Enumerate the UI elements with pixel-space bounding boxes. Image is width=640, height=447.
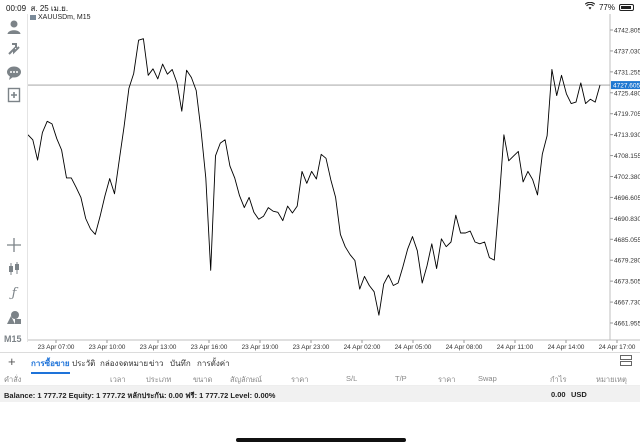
crosshair-icon[interactable] [4, 236, 24, 254]
col-time: เวลา [110, 375, 126, 384]
y-tick-label: 4742.805 [614, 28, 640, 35]
chart-svg[interactable]: 4742.805 4737.030 4731.255 4725.480 4719.705… [27, 14, 640, 356]
price-chart[interactable]: XAUUSDm, M15 4742.805 4737.030 4731.255 472… [27, 14, 640, 356]
x-tick-label: 24 Apr 02:00 [344, 344, 381, 351]
y-tick-label: 4679.280 [614, 258, 640, 265]
indicators-icon[interactable]: ƒ [11, 285, 17, 301]
status-bar: 00:09 ส. 25 เม.ย. 77% [0, 0, 640, 14]
timeframe-selector[interactable]: M15 [4, 334, 22, 344]
col-size: ขนาด [193, 375, 213, 384]
y-tick-label: 4725.480 [614, 90, 640, 97]
bottom-tabs: + การซื้อขาย ประวัติ กล่องจดหมาย ข่าว บั… [0, 352, 640, 374]
current-price-label: 4727.605 [613, 83, 640, 90]
x-tick-label: 23 Apr 10:00 [89, 344, 126, 351]
x-tick-label: 24 Apr 05:00 [395, 344, 432, 351]
y-tick-label: 4713.930 [614, 132, 640, 139]
y-tick-label: 4685.055 [614, 237, 640, 244]
x-tick-label: 23 Apr 13:00 [140, 344, 177, 351]
x-tick-label: 23 Apr 23:00 [293, 344, 330, 351]
current-price-tag [611, 81, 640, 90]
balance-row: Balance: 1 777.72 Equity: 1 777.72 หลักป… [0, 386, 640, 402]
x-tick-label: 24 Apr 17:00 [599, 344, 636, 351]
y-tick-label: 4731.255 [614, 69, 640, 76]
y-tick-label: 4661.955 [614, 321, 640, 328]
home-indicator [236, 438, 406, 442]
tab-journal[interactable]: บันทึก [170, 359, 191, 368]
candlestick-icon[interactable] [4, 260, 24, 278]
x-tick-label: 23 Apr 19:00 [242, 344, 279, 351]
add-icon[interactable]: + [8, 354, 16, 369]
layout-icon[interactable] [620, 355, 632, 369]
col-tp: T/P [395, 374, 407, 383]
tab-trade[interactable]: การซื้อขาย [31, 359, 70, 374]
col-profit: กำไร [550, 375, 567, 384]
price-line-series [27, 38, 601, 316]
x-tick-label: 23 Apr 07:00 [38, 344, 75, 351]
balance-text: Balance: 1 777.72 Equity: 1 777.72 หลักป… [4, 391, 276, 400]
x-tick-label: 24 Apr 11:00 [497, 344, 534, 351]
y-tick-label: 4673.505 [614, 279, 640, 286]
y-tick-label: 4708.155 [614, 153, 640, 160]
chat-icon[interactable] [4, 64, 24, 82]
symbol-label: XAUUSDm, M15 [30, 14, 91, 21]
y-tick-label: 4690.830 [614, 216, 640, 223]
tab-news[interactable]: ข่าว [149, 359, 164, 368]
left-toolbar: ƒ M15 [0, 14, 28, 344]
y-tick-label: 4719.705 [614, 111, 640, 118]
currency: USD [571, 390, 587, 399]
x-tick-label: 24 Apr 08:00 [446, 344, 483, 351]
y-tick-label: 4702.380 [614, 174, 640, 181]
account-icon[interactable] [4, 18, 24, 36]
col-price: ราคา [291, 375, 309, 384]
battery-icon [619, 3, 634, 11]
total-profit: 0.00 [551, 390, 566, 399]
x-tick-label: 23 Apr 16:00 [191, 344, 228, 351]
status-right: 77% [584, 1, 634, 12]
col-type: ประเภท [146, 375, 172, 384]
tab-history[interactable]: ประวัติ [72, 359, 96, 368]
objects-icon[interactable] [4, 308, 24, 326]
y-tick-label: 4696.605 [614, 195, 640, 202]
tab-mailbox[interactable]: กล่องจดหมาย [100, 359, 149, 368]
trade-arrows-icon[interactable] [4, 40, 24, 58]
orders-table-header: คำสั่ง เวลา ประเภท ขนาด สัญลักษณ์ ราคา S… [0, 370, 640, 386]
col-comment: หมายเหตุ [596, 375, 627, 384]
wifi-icon [584, 1, 596, 12]
y-tick-label: 4667.730 [614, 300, 640, 307]
col-order: คำสั่ง [4, 375, 22, 384]
symbol-flag-icon [30, 15, 36, 20]
battery-percent: 77% [598, 2, 615, 12]
x-tick-label: 24 Apr 14:00 [548, 344, 585, 351]
status-time-date: 00:09 ส. 25 เม.ย. [6, 4, 69, 13]
new-order-icon[interactable] [4, 86, 24, 104]
col-swap: Swap [478, 374, 497, 383]
col-price-current: ราคา [438, 375, 456, 384]
tab-settings[interactable]: การตั้งค่า [197, 359, 230, 368]
y-tick-label: 4737.030 [614, 48, 640, 55]
col-sl: S/L [346, 374, 358, 383]
col-symbol: สัญลักษณ์ [230, 375, 263, 384]
